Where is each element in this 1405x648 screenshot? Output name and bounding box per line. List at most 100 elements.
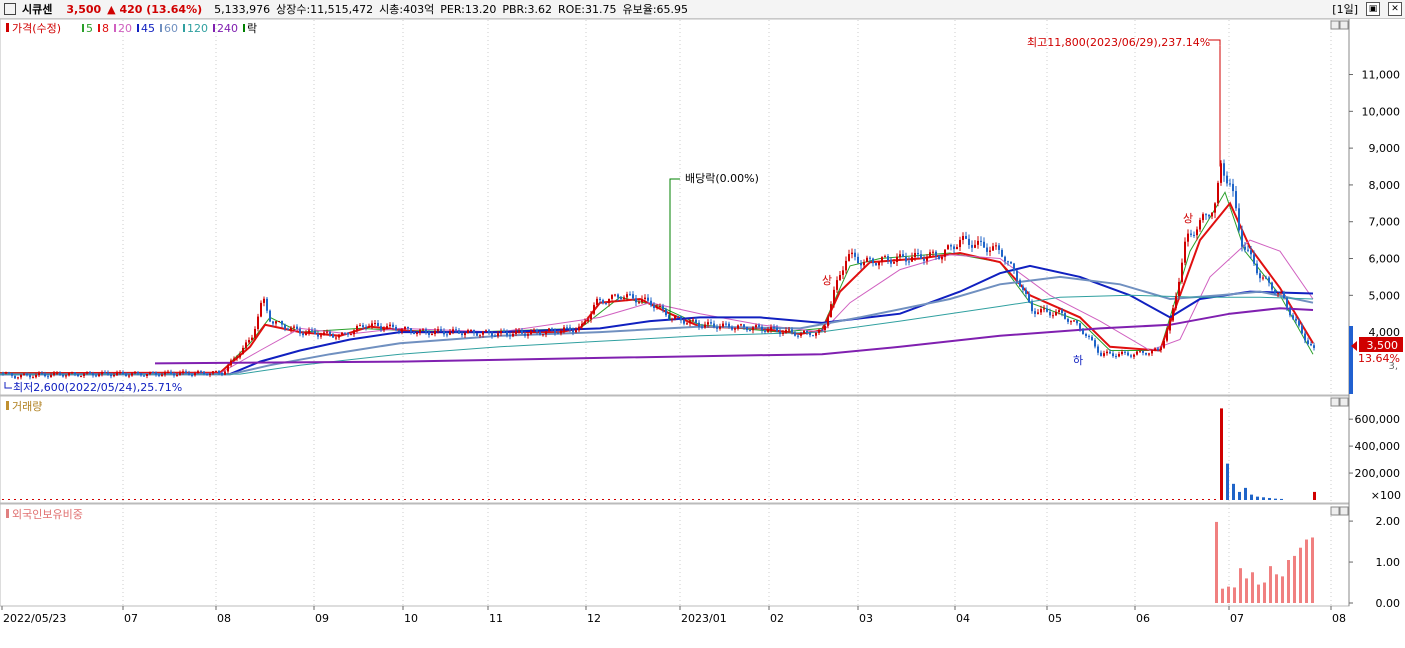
candle-body <box>947 245 949 250</box>
candle-body <box>116 372 118 376</box>
volume-bar <box>476 499 478 500</box>
volume-bar <box>1238 491 1241 500</box>
panel-minimize-icon[interactable] <box>1330 20 1340 30</box>
candle-body <box>974 244 976 248</box>
candle-body <box>296 326 298 330</box>
candle-body <box>686 323 688 325</box>
volume-bar <box>488 499 490 500</box>
candle-body <box>701 326 703 328</box>
volume-bar <box>38 499 40 500</box>
candle-body <box>533 329 535 331</box>
volume-bar <box>794 499 796 500</box>
candle-body <box>65 375 67 377</box>
candle-body <box>86 372 88 374</box>
volume-bar <box>566 499 568 500</box>
candle-body <box>830 304 832 318</box>
close-icon[interactable]: ✕ <box>1388 2 1402 16</box>
candle-body <box>167 371 169 373</box>
candle-body <box>551 328 553 330</box>
candle-body <box>926 257 928 261</box>
y-tick-label: 0.00 <box>1376 597 1401 610</box>
menu-box-icon[interactable] <box>4 3 16 15</box>
candle-body <box>980 240 982 242</box>
volume-bar <box>1136 499 1138 500</box>
volume-bar <box>32 499 34 500</box>
candle-body <box>1049 311 1051 316</box>
volume-bar <box>980 499 982 500</box>
candle-body <box>422 329 424 331</box>
candle-body <box>146 374 148 376</box>
chart-area[interactable]: 가격(수정) 5 8 20 45 60 120 240 락 최고11,800(2023/06/… <box>0 19 1405 648</box>
volume-bar <box>398 499 400 500</box>
volume-bar <box>608 499 610 500</box>
volume-bar <box>218 499 220 500</box>
candle-body <box>1088 335 1090 337</box>
candle-body <box>986 247 988 252</box>
candle-body <box>1268 277 1270 283</box>
volume-bar <box>1190 499 1192 500</box>
candle-body <box>140 373 142 376</box>
panel-buttons[interactable] <box>1330 20 1349 516</box>
candle-body <box>1172 308 1174 321</box>
legend-marker <box>213 24 215 32</box>
candle-body <box>95 375 97 377</box>
candle-body <box>797 335 799 337</box>
candle-body <box>1202 214 1204 221</box>
candle-body <box>809 332 811 336</box>
foreign-ratio-bar <box>1305 539 1308 603</box>
volume-bar <box>326 499 328 500</box>
candle-body <box>746 326 748 331</box>
volume-bar <box>896 499 898 500</box>
x-tick-label: 05 <box>1048 612 1062 625</box>
candle-body <box>455 329 457 331</box>
candle-body <box>749 330 751 332</box>
candle-body <box>794 332 796 336</box>
foreign-ratio-bar <box>1233 587 1236 603</box>
candle-body <box>227 365 229 372</box>
candle-body <box>1271 282 1273 290</box>
volume-bar <box>596 499 598 500</box>
volume-bar <box>1166 499 1168 500</box>
candle-body <box>938 255 940 260</box>
restore-window-icon[interactable]: ▣ <box>1366 2 1380 16</box>
candle-body <box>692 319 694 321</box>
x-tick-label: 08 <box>1332 612 1346 625</box>
candle-body <box>398 330 400 332</box>
volume-bar <box>572 499 574 500</box>
panel-minimize-icon[interactable] <box>1330 397 1340 407</box>
candle-body <box>1010 261 1012 264</box>
reserve-ratio: 유보율:65.95 <box>622 3 689 16</box>
candle-body <box>1208 214 1210 217</box>
candle-body <box>1169 320 1171 331</box>
foreign-ratio-bar <box>1251 572 1254 603</box>
current-change-label: 13.64% <box>1358 352 1400 365</box>
candle-body <box>914 252 916 258</box>
panel-close-icon[interactable] <box>1339 506 1349 516</box>
stock-change: ▲ 420 (13.64%) <box>107 2 203 16</box>
candle-body <box>1112 353 1114 357</box>
period-selector[interactable]: [1일] <box>1332 3 1358 16</box>
candle-body <box>866 257 868 262</box>
volume-bar <box>938 499 940 500</box>
candle-body <box>8 372 10 374</box>
candle-body <box>272 321 274 324</box>
panel-close-icon[interactable] <box>1339 397 1349 407</box>
panel-close-icon[interactable] <box>1339 20 1349 30</box>
candle-body <box>347 332 349 335</box>
candle-body <box>704 324 706 328</box>
candle-body <box>383 329 385 331</box>
candle-body <box>467 330 469 334</box>
candle-body <box>971 244 973 248</box>
volume-bar <box>548 499 550 500</box>
volume-bar <box>206 499 208 500</box>
candle-body <box>1298 320 1300 326</box>
candle-body <box>236 357 238 359</box>
panel-minimize-icon[interactable] <box>1330 506 1340 516</box>
volume-bar <box>296 499 298 500</box>
volume-bar <box>1034 499 1036 500</box>
candle-body <box>698 322 700 327</box>
foreign-ratio-bar <box>1215 521 1218 603</box>
candle-body <box>437 329 439 331</box>
volume-bar <box>602 499 604 500</box>
volume-bar <box>236 499 238 500</box>
